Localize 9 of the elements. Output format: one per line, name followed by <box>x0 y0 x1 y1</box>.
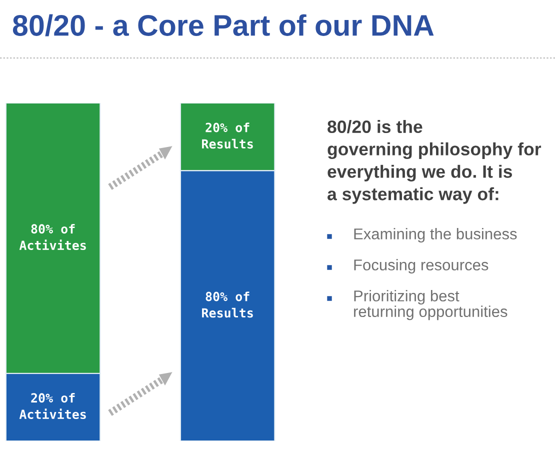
data-label: 20% of Results <box>202 122 253 149</box>
data-label: 20% of Activites <box>19 392 86 420</box>
text: Focusing resources <box>354 259 488 274</box>
text: 80/20 is the governing philosophy for everything we do. It is a systematic way of: <box>328 120 542 204</box>
text: Prioritizing best returning opportunities <box>354 290 508 320</box>
chart-title: 80/20 - a Core Part of our DNA <box>12 14 434 36</box>
data-label: 80% of Results <box>202 292 253 318</box>
text: Examining the business <box>354 228 517 242</box>
data-label: 80% of Activites <box>19 224 86 250</box>
